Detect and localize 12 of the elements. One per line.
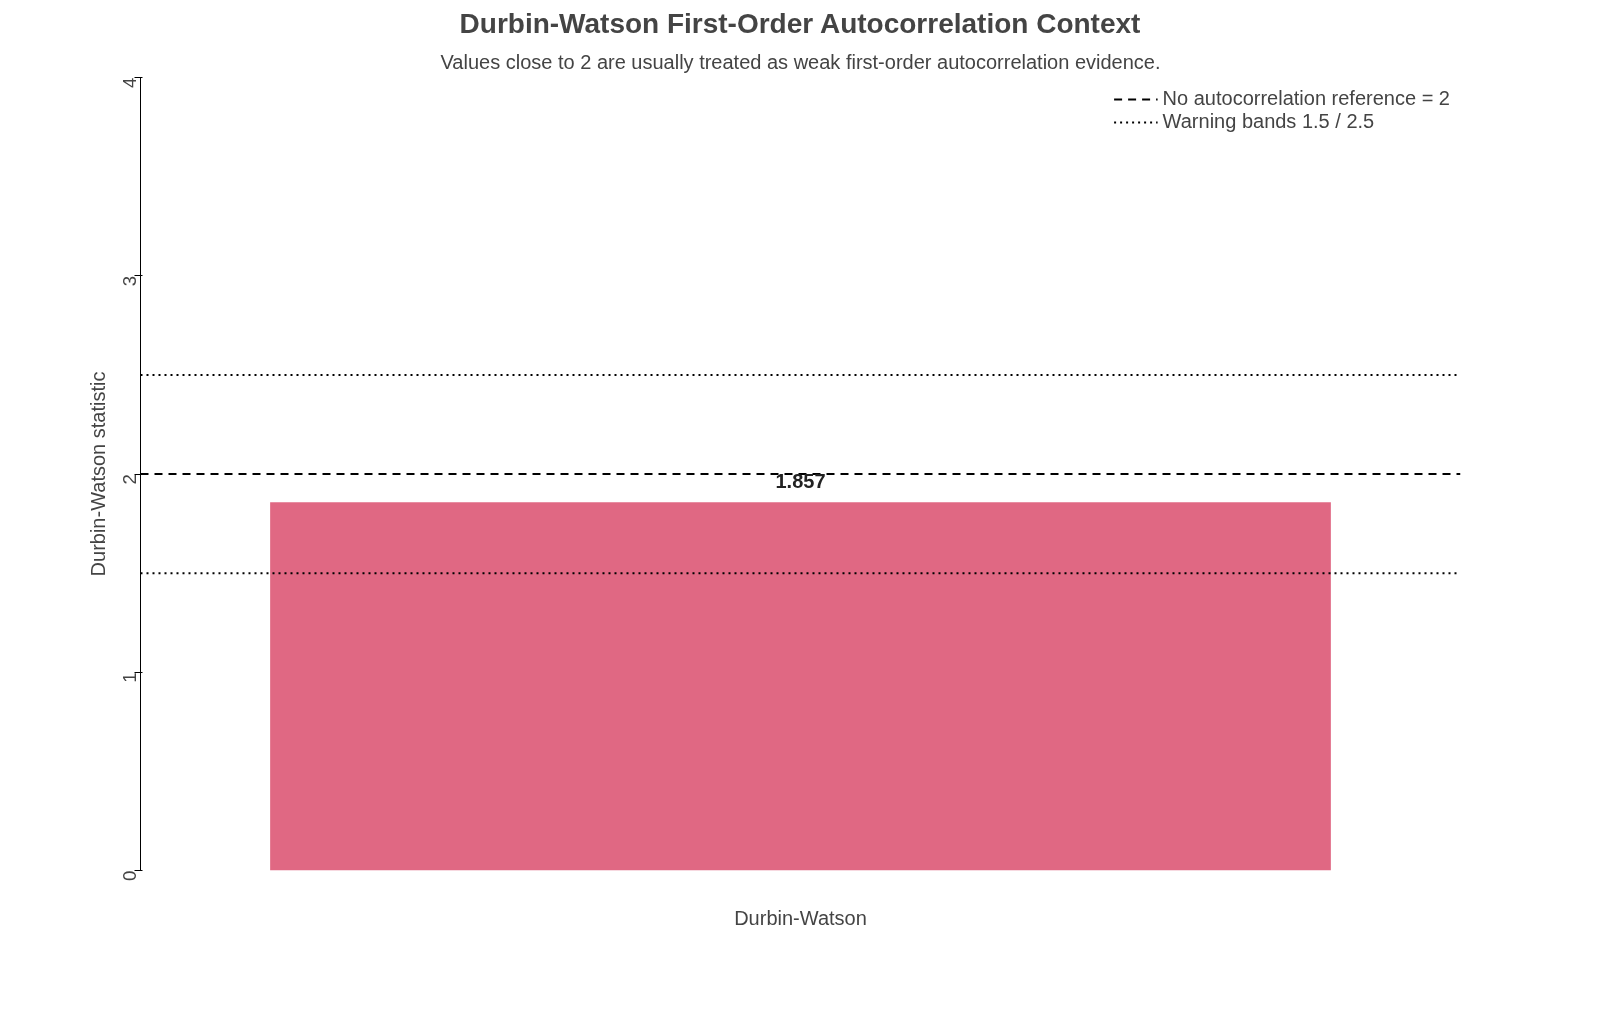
y-tick-label: 4 (119, 77, 140, 88)
x-tick-label: Durbin-Watson (734, 906, 867, 929)
y-axis-title: Durbin-Watson statistic (86, 371, 109, 577)
chart-title: Durbin-Watson First-Order Autocorrelation Context (459, 7, 1141, 39)
legend-label: Warning bands 1.5 / 2.5 (1162, 110, 1375, 133)
y-tick-label: 1 (119, 672, 140, 683)
y-tick-label: 2 (119, 473, 140, 485)
y-tick-label: 0 (119, 870, 140, 881)
legend-label: No autocorrelation reference = 2 (1162, 87, 1450, 110)
data-label: 1.857 (775, 470, 826, 493)
y-tick-label: 3 (119, 275, 140, 287)
chart-subtitle: Values close to 2 are usually treated as weak first-order autocorrelation evidence. (440, 50, 1161, 73)
